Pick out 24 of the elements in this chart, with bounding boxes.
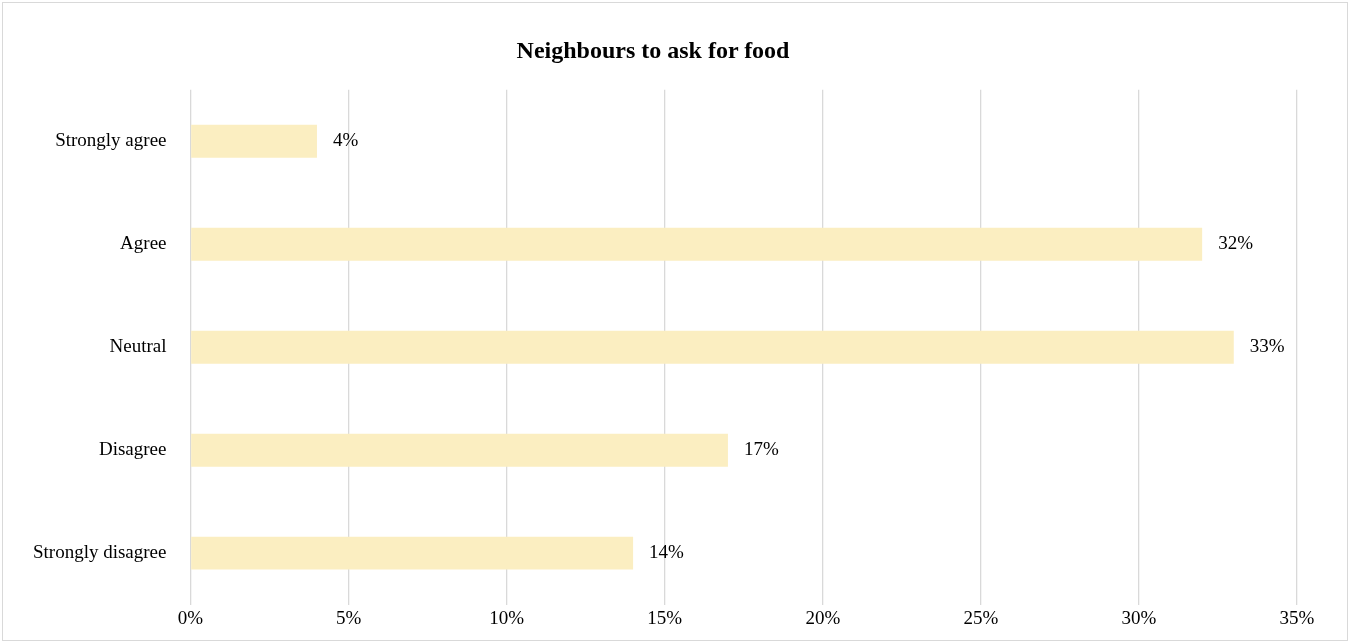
x-tick-label: 25% — [963, 606, 999, 628]
x-tick-label: 30% — [1121, 606, 1157, 628]
y-tick-label: Disagree — [98, 438, 167, 460]
y-tick-label: Neutral — [109, 335, 167, 357]
x-tick-label: 15% — [647, 606, 683, 628]
y-tick-label: Strongly agree — [55, 129, 167, 151]
data-label: 17% — [743, 438, 779, 460]
y-tick-label: Strongly disagree — [32, 541, 167, 563]
bar — [191, 536, 634, 570]
x-tick-label: 20% — [805, 606, 841, 628]
x-tick-label: 0% — [177, 606, 204, 628]
data-label: 4% — [332, 129, 359, 151]
data-label: 33% — [1249, 335, 1285, 357]
bar — [191, 124, 317, 158]
x-tick-label: 10% — [489, 606, 525, 628]
chart-title: Neighbours to ask for food — [516, 36, 791, 63]
bar — [191, 433, 728, 467]
x-tick-label: 5% — [335, 606, 362, 628]
y-tick-label: Agree — [120, 232, 167, 254]
bar — [191, 330, 1234, 364]
data-label: 32% — [1218, 232, 1254, 254]
bar — [191, 227, 1203, 261]
data-label: 14% — [649, 541, 685, 563]
x-tick-label: 35% — [1279, 606, 1315, 628]
